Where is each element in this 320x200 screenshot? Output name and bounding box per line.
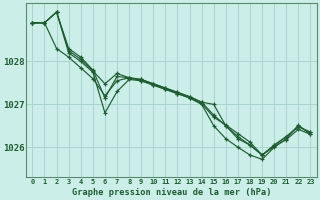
X-axis label: Graphe pression niveau de la mer (hPa): Graphe pression niveau de la mer (hPa) bbox=[72, 188, 271, 197]
